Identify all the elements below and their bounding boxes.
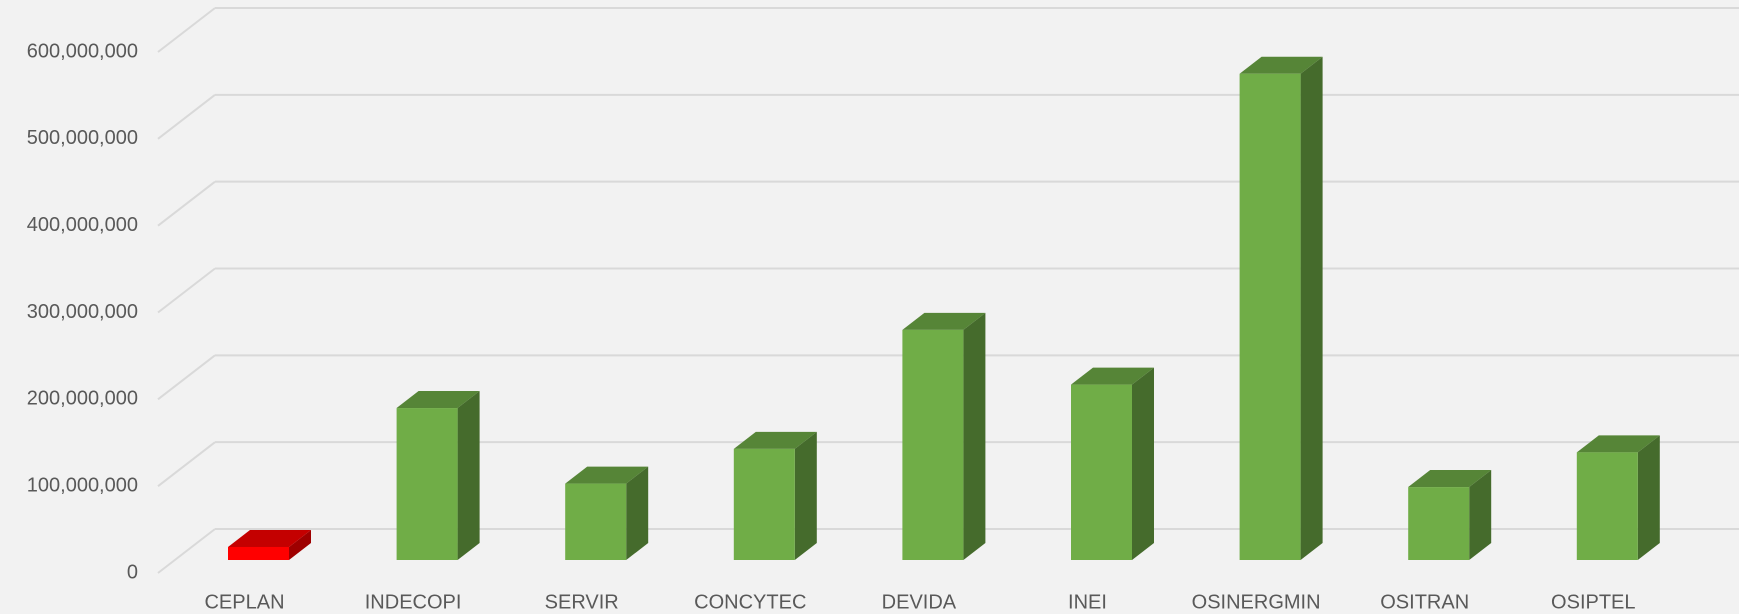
bar-side <box>1469 470 1492 560</box>
x-tick-label: CONCYTEC <box>694 591 806 613</box>
bar <box>1408 487 1470 560</box>
bar-top <box>1408 470 1492 488</box>
x-tick-label: INDECOPI <box>365 591 462 613</box>
x-tick-label: OSITRAN <box>1380 591 1469 613</box>
bar <box>396 408 458 560</box>
bar-top <box>565 466 649 484</box>
bar-side <box>794 431 817 560</box>
y-tick-label: 400,000,000 <box>27 214 138 236</box>
bar <box>733 448 795 560</box>
bar-top <box>228 529 311 547</box>
bar-top <box>1239 56 1323 74</box>
bar <box>1071 384 1132 560</box>
bar-side <box>1132 367 1154 560</box>
bar-top <box>1071 367 1154 385</box>
grid-line <box>157 267 216 314</box>
bar-side <box>1300 56 1323 560</box>
x-tick-label: INEI <box>1068 591 1107 613</box>
y-tick-label: 500,000,000 <box>27 127 138 149</box>
grid-line <box>157 354 216 401</box>
bar-top <box>733 431 817 449</box>
bar <box>1239 73 1301 560</box>
grid-line <box>157 180 216 227</box>
x-tick-label: SERVIR <box>545 591 619 613</box>
bar-top <box>902 312 986 330</box>
y-tick-label: 0 <box>127 561 138 583</box>
bar-top <box>1576 435 1660 453</box>
bar <box>565 483 627 560</box>
bar-side <box>289 529 311 560</box>
bar <box>228 546 289 560</box>
grid-line <box>157 7 216 53</box>
grid-line <box>157 441 216 487</box>
y-tick-label: 600,000,000 <box>27 40 138 62</box>
bar <box>1576 452 1638 560</box>
y-tick-label: 300,000,000 <box>27 301 138 323</box>
bar-side <box>1637 435 1660 560</box>
x-tick-label: CEPLAN <box>204 591 284 613</box>
grid-line <box>157 94 216 140</box>
bar-side <box>457 391 480 560</box>
bar-side <box>963 312 986 560</box>
x-tick-label: OSIPTEL <box>1551 591 1635 613</box>
y-tick-label: 100,000,000 <box>27 474 138 496</box>
bar <box>902 329 964 560</box>
x-tick-label: DEVIDA <box>882 591 957 613</box>
bar-top <box>396 391 480 409</box>
x-tick-label: OSINERGMIN <box>1192 591 1321 613</box>
bar-side <box>626 466 649 560</box>
grid-line <box>157 528 216 574</box>
y-tick-label: 200,000,000 <box>27 388 138 410</box>
